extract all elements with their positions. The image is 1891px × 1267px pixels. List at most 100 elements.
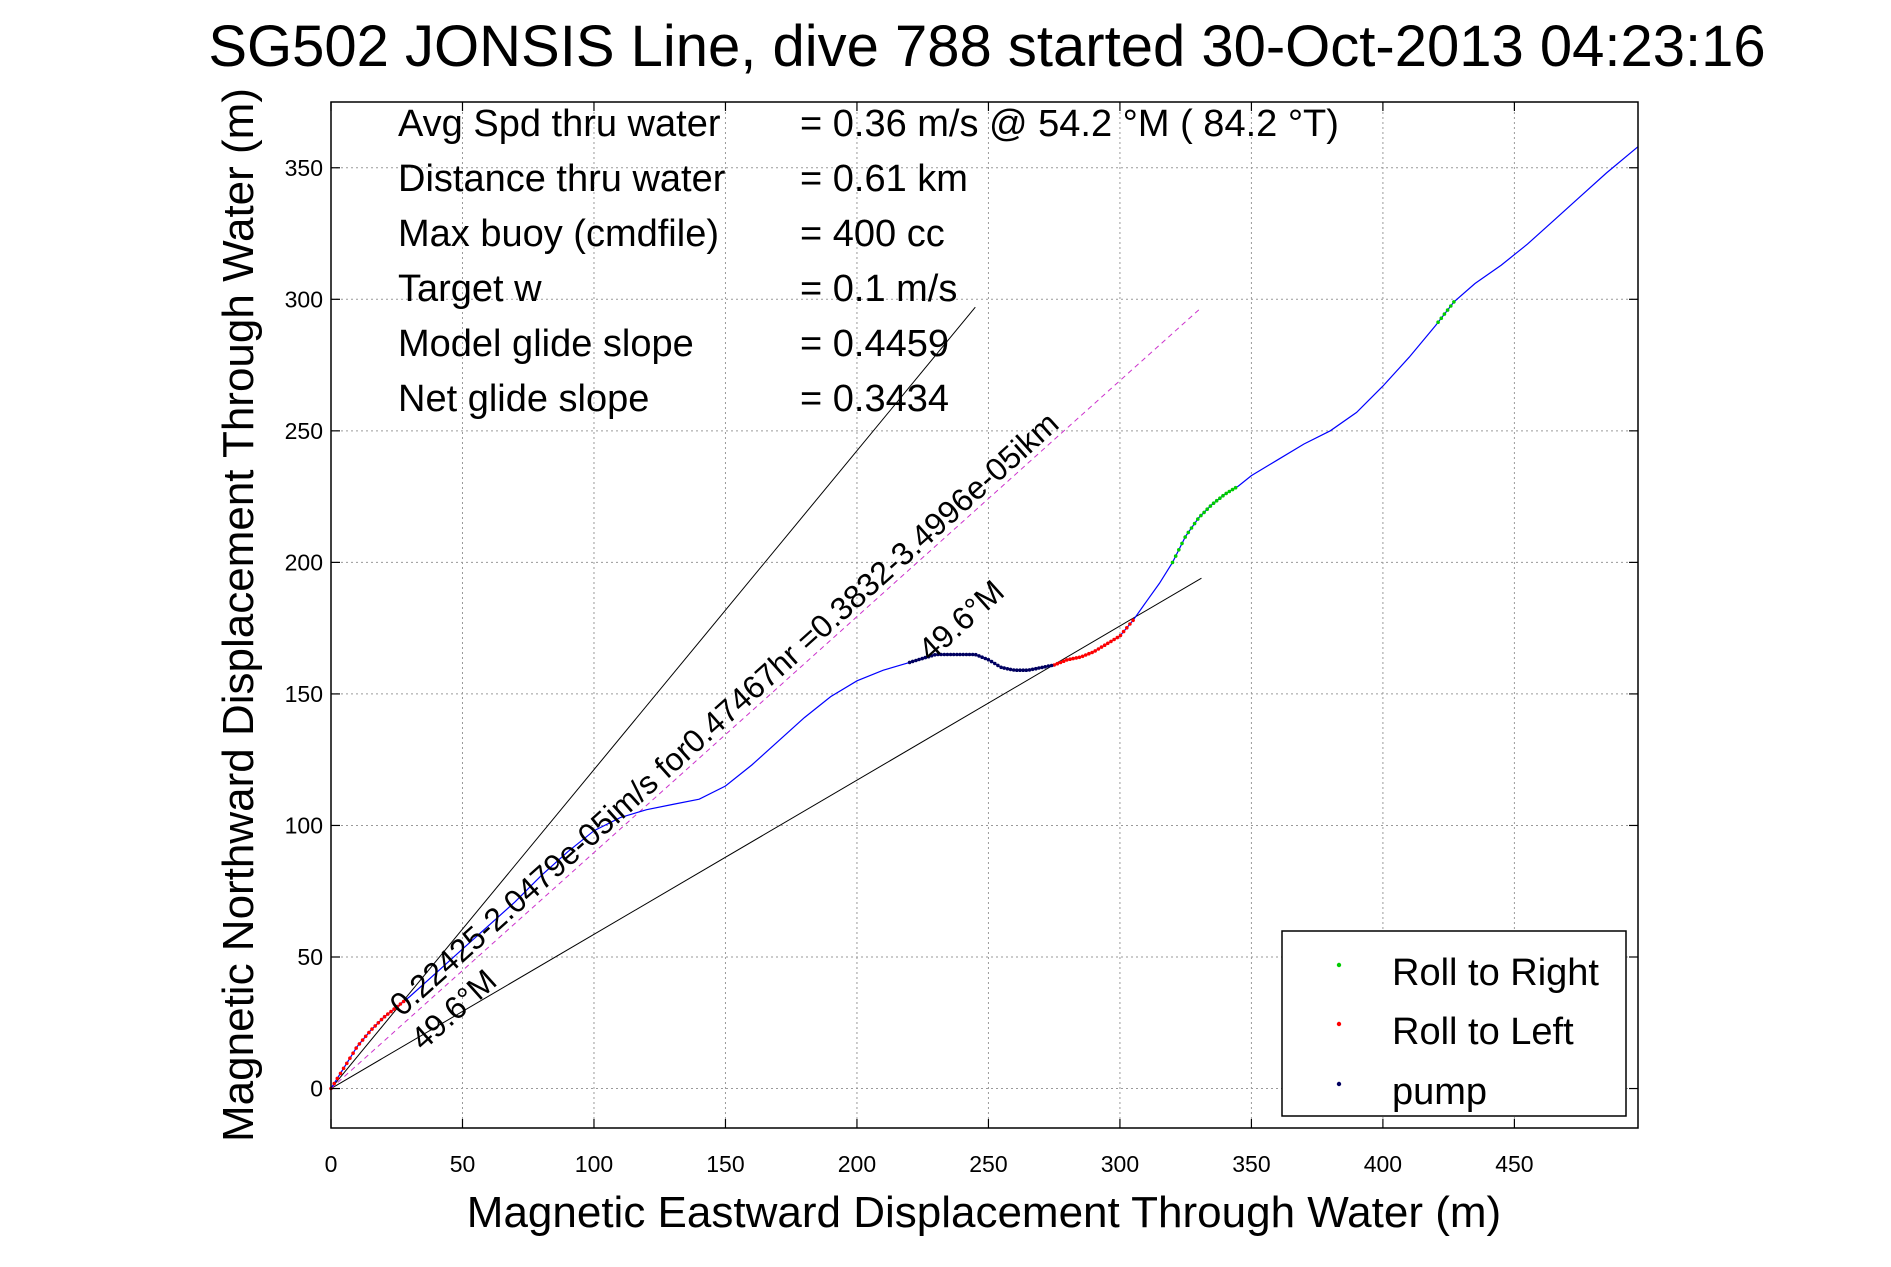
marker-layer bbox=[329, 300, 1456, 1091]
stat-value-target-w: = 0.1 m/s bbox=[800, 268, 957, 310]
pump-marker bbox=[964, 652, 969, 657]
roll-to-right-marker bbox=[1199, 513, 1203, 518]
roll-to-left-marker bbox=[351, 1051, 355, 1055]
x-tick-label: 400 bbox=[1364, 1151, 1402, 1177]
roll-to-right-marker bbox=[1173, 554, 1178, 558]
x-tick-label: 100 bbox=[575, 1151, 613, 1177]
pump-marker bbox=[986, 657, 991, 662]
roll-to-left-marker bbox=[1093, 649, 1097, 653]
roll-to-left-marker bbox=[1106, 641, 1110, 646]
legend-marker-roll-left bbox=[1336, 1021, 1342, 1027]
stat-label-distance: Distance thru water bbox=[398, 158, 726, 200]
pump-marker bbox=[933, 653, 937, 657]
y-tick-label: 250 bbox=[285, 418, 323, 444]
pump-marker bbox=[926, 654, 931, 659]
legend-label-pump: pump bbox=[1392, 1071, 1487, 1113]
roll-to-right-marker bbox=[1233, 485, 1238, 490]
stat-label-model-glide: Model glide slope bbox=[398, 323, 694, 365]
roll-to-left-marker bbox=[1058, 660, 1063, 665]
y-tick-label: 300 bbox=[285, 286, 323, 312]
x-axis-label: Magnetic Eastward Displacement Through W… bbox=[467, 1188, 1501, 1237]
y-tick-label: 200 bbox=[285, 549, 323, 575]
pump-marker bbox=[929, 653, 934, 658]
pump-marker bbox=[1008, 667, 1013, 672]
roll-to-right-marker bbox=[1208, 504, 1213, 508]
pump-marker bbox=[920, 656, 924, 661]
roll-to-left-marker bbox=[386, 1012, 390, 1016]
pump-marker bbox=[948, 652, 953, 657]
pump-marker bbox=[955, 652, 959, 657]
stats-block: Avg Spd thru water = 0.36 m/s @ 54.2 °M … bbox=[398, 103, 1339, 420]
legend-label-roll-right: Roll to Right bbox=[1392, 952, 1599, 994]
roll-to-left-marker bbox=[1131, 618, 1135, 623]
roll-to-left-marker bbox=[348, 1056, 352, 1060]
roll-to-right-marker bbox=[1227, 489, 1232, 494]
roll-to-left-marker bbox=[341, 1066, 346, 1071]
roll-to-left-marker bbox=[363, 1034, 368, 1039]
plot-frame bbox=[330, 101, 1639, 1129]
roll-to-left-marker bbox=[1061, 659, 1066, 663]
pump-marker bbox=[1005, 667, 1010, 671]
roll-to-right-marker bbox=[1214, 498, 1219, 503]
roll-to-left-marker bbox=[1055, 661, 1060, 666]
x-tick-label: 450 bbox=[1495, 1151, 1533, 1177]
roll-to-left-marker bbox=[357, 1042, 362, 1046]
y-tick-label: 0 bbox=[310, 1076, 323, 1102]
roll-to-left-marker bbox=[367, 1030, 371, 1035]
roll-to-left-marker bbox=[345, 1061, 349, 1066]
roll-to-left-marker bbox=[1087, 651, 1091, 656]
pump-marker bbox=[1049, 663, 1054, 668]
roll-to-right-marker bbox=[1224, 491, 1228, 496]
roll-to-right-marker bbox=[1439, 316, 1444, 321]
roll-to-right-marker bbox=[1170, 560, 1175, 565]
stat-value-model-glide: = 0.4459 bbox=[800, 323, 949, 365]
roll-to-left-marker bbox=[1068, 657, 1072, 661]
roll-to-left-marker bbox=[395, 1004, 400, 1009]
pump-marker bbox=[999, 665, 1003, 670]
roll-to-right-marker bbox=[1442, 312, 1447, 316]
pump-marker bbox=[1002, 666, 1006, 670]
roll-to-left-marker bbox=[1077, 655, 1082, 660]
pump-marker bbox=[942, 652, 947, 657]
y-tick-label: 150 bbox=[285, 681, 323, 707]
pump-marker bbox=[1046, 664, 1051, 668]
x-tick-labels: 0 50 100 150 200 250 300 350 400 450 bbox=[325, 102, 1534, 1177]
roll-to-right-marker bbox=[1192, 521, 1197, 526]
legend-marker-pump bbox=[1336, 1081, 1342, 1087]
pump-marker bbox=[939, 652, 943, 657]
roll-to-left-marker bbox=[335, 1076, 340, 1081]
roll-to-right-marker bbox=[1180, 541, 1184, 546]
roll-to-left-marker bbox=[398, 1002, 403, 1006]
pump-marker bbox=[910, 659, 915, 664]
pump-marker bbox=[917, 657, 921, 662]
pump-marker bbox=[977, 654, 981, 658]
roll-to-right-marker bbox=[1221, 493, 1225, 498]
pump-marker bbox=[1030, 667, 1035, 672]
x-tick-label: 200 bbox=[838, 1151, 876, 1177]
stat-value-avg-speed: = 0.36 m/s @ 54.2 °M ( 84.2 °T) bbox=[800, 103, 1339, 145]
x-tick-label: 50 bbox=[450, 1151, 476, 1177]
roll-to-left-marker bbox=[1112, 637, 1116, 642]
roll-to-left-marker bbox=[360, 1038, 365, 1042]
stat-label-avg-speed: Avg Spd thru water bbox=[398, 103, 721, 145]
roll-to-left-marker bbox=[1118, 633, 1123, 638]
roll-to-right-marker bbox=[1449, 304, 1453, 308]
stat-value-distance: = 0.61 km bbox=[800, 158, 968, 200]
y-axis-label: Magnetic Northward Displacement Through … bbox=[214, 88, 263, 1142]
stat-label-target-w: Target w bbox=[398, 268, 542, 310]
pump-marker bbox=[1040, 665, 1044, 670]
pump-marker bbox=[1034, 666, 1038, 671]
pump-marker bbox=[951, 652, 956, 657]
legend: Roll to Right Roll to Left pump bbox=[1281, 930, 1627, 1117]
roll-to-left-marker bbox=[1115, 635, 1120, 640]
roll-to-left-marker bbox=[1125, 626, 1129, 630]
pump-marker bbox=[970, 652, 975, 657]
roll-to-right-marker bbox=[1189, 526, 1194, 530]
roll-to-right-marker bbox=[1205, 507, 1209, 512]
roll-to-left-marker bbox=[1109, 639, 1113, 644]
y-tick-label: 100 bbox=[285, 812, 323, 838]
stat-value-max-buoy: = 400 cc bbox=[800, 213, 945, 255]
pump-marker bbox=[993, 661, 997, 666]
roll-to-left-marker bbox=[392, 1007, 396, 1011]
